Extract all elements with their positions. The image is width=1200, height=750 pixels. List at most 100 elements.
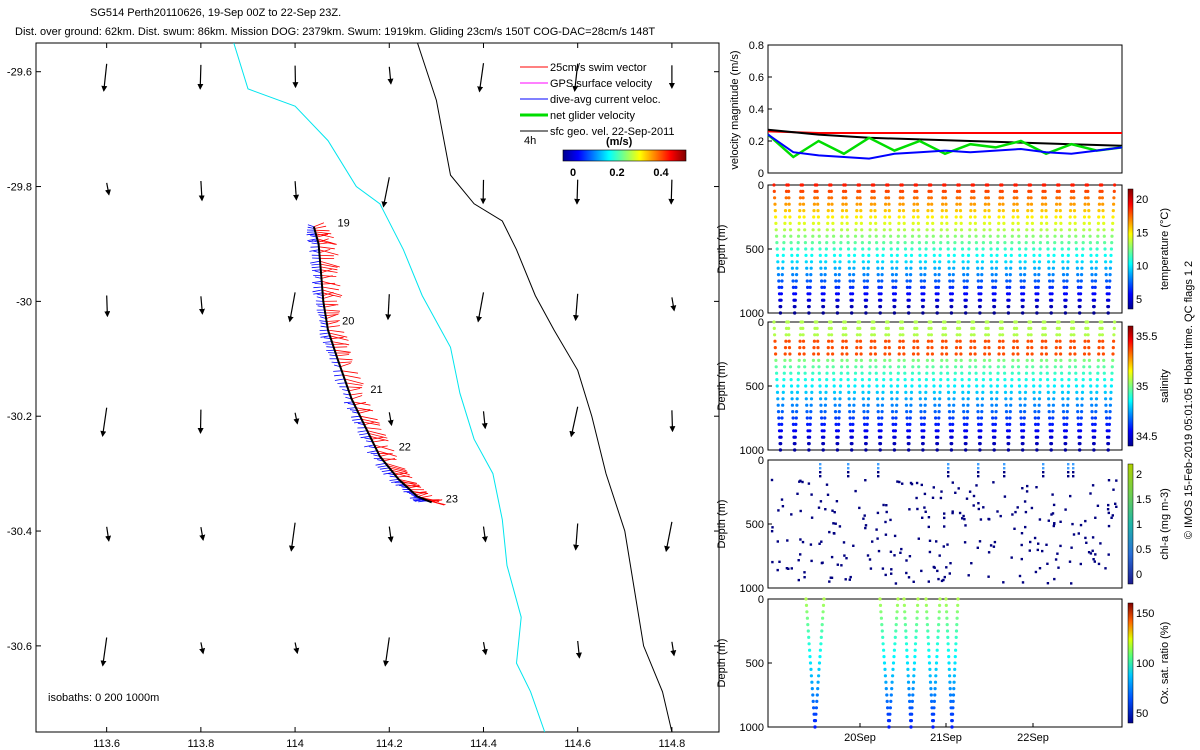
data-point	[1097, 339, 1101, 343]
data-point	[902, 215, 906, 219]
data-point	[873, 339, 877, 343]
data-point	[816, 687, 820, 691]
data-point	[1044, 346, 1048, 350]
data-point	[948, 416, 952, 420]
data-point	[1029, 339, 1034, 343]
data-point	[1023, 253, 1028, 257]
geo-vector-arrow	[105, 526, 112, 542]
data-point	[789, 371, 793, 375]
data-point	[782, 241, 786, 245]
data-point	[1087, 346, 1091, 350]
data-point	[848, 279, 852, 283]
data-point	[817, 506, 821, 509]
data-point	[798, 339, 802, 343]
section-colorbar	[1127, 325, 1134, 447]
data-point	[876, 511, 880, 515]
data-point	[954, 629, 959, 633]
data-point	[884, 520, 887, 524]
data-point	[1046, 241, 1050, 245]
data-point	[940, 346, 944, 350]
data-point	[895, 616, 899, 620]
data-point	[951, 699, 955, 704]
data-point	[835, 448, 840, 452]
data-point	[812, 202, 817, 206]
data-point	[1094, 273, 1098, 277]
data-point	[910, 371, 915, 375]
swim-vector	[420, 495, 433, 499]
data-point	[786, 539, 789, 542]
data-point	[825, 371, 829, 375]
data-point	[787, 196, 791, 200]
swim-vector	[389, 467, 408, 473]
data-point	[946, 390, 951, 394]
data-point	[937, 616, 941, 620]
data-point	[1103, 390, 1107, 394]
data-point	[820, 285, 824, 289]
data-point	[1044, 339, 1048, 343]
data-point	[967, 574, 970, 577]
data-point	[942, 545, 945, 548]
data-point	[804, 597, 808, 601]
data-point	[959, 358, 963, 362]
geo-vector-arrow	[664, 521, 673, 553]
data-point	[789, 241, 793, 245]
data-point	[810, 559, 813, 563]
data-point	[902, 221, 906, 225]
section-ylabel: Depth (m)	[716, 362, 728, 411]
data-point	[791, 285, 796, 289]
data-point	[927, 333, 931, 337]
data-point	[802, 221, 807, 225]
data-point	[1000, 326, 1004, 330]
data-point	[930, 699, 934, 704]
data-point	[869, 215, 873, 219]
data-point	[1021, 311, 1025, 315]
data-point	[1075, 266, 1079, 270]
data-point	[931, 725, 935, 729]
geo-vector-arrow	[387, 66, 394, 85]
data-point	[955, 610, 960, 614]
legend-label-gps: GPS surface velocity	[550, 78, 653, 90]
swim-vector	[372, 439, 385, 443]
data-point	[996, 228, 1000, 232]
data-point	[863, 285, 867, 289]
data-point	[929, 326, 933, 330]
data-point	[915, 610, 919, 614]
data-point	[954, 642, 958, 646]
time-xtick-label: 21Sep	[930, 732, 962, 744]
velocity-ytick-label: 0.4	[749, 104, 764, 116]
data-point	[1089, 260, 1093, 264]
data-point	[874, 358, 878, 362]
map-panel: 113.6 113.8 114 114.2 114.4 114.6 114.8-29.6-2…	[7, 42, 720, 750]
data-point	[969, 202, 973, 206]
data-point	[845, 557, 848, 560]
data-point	[873, 209, 877, 213]
data-point	[1021, 305, 1025, 309]
data-point	[1036, 422, 1040, 426]
data-point	[789, 247, 794, 251]
data-point	[924, 378, 929, 382]
data-point	[1009, 403, 1013, 407]
data-point	[935, 305, 940, 309]
data-point	[1043, 326, 1047, 330]
data-point	[799, 509, 802, 513]
data-point	[1090, 279, 1094, 283]
data-point	[895, 610, 899, 614]
section-frame	[767, 598, 1123, 728]
data-point	[1023, 390, 1028, 394]
data-point	[1019, 422, 1024, 426]
day-label: 22	[399, 442, 411, 454]
data-point	[867, 384, 871, 388]
data-point	[797, 215, 802, 219]
data-point	[912, 661, 917, 665]
data-point	[1011, 215, 1015, 219]
data-point	[798, 196, 803, 200]
data-point	[1003, 471, 1006, 474]
data-point	[1101, 215, 1105, 219]
data-point	[795, 397, 799, 401]
data-point	[788, 352, 792, 356]
data-point	[915, 481, 919, 485]
data-point	[821, 448, 825, 452]
data-point	[839, 241, 843, 245]
data-point	[820, 416, 824, 420]
data-point	[882, 503, 885, 507]
